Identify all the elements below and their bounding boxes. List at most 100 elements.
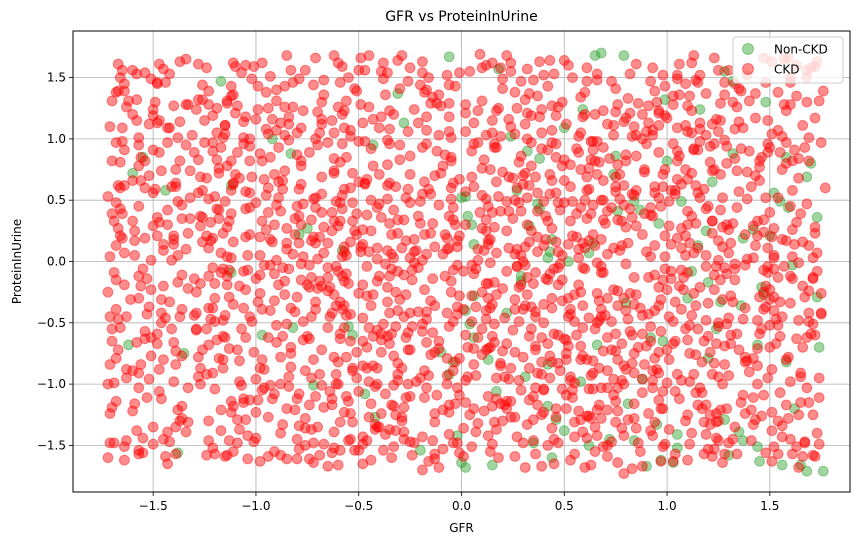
data-point — [636, 108, 648, 120]
data-point — [188, 273, 200, 285]
data-point — [519, 462, 531, 473]
data-point — [225, 90, 237, 102]
data-point — [295, 258, 307, 270]
data-point — [626, 131, 638, 142]
data-point — [303, 453, 315, 465]
data-point — [433, 89, 445, 101]
data-point — [328, 50, 340, 61]
data-point — [421, 84, 432, 96]
data-point — [174, 56, 186, 68]
data-point — [639, 166, 650, 178]
data-point — [336, 203, 348, 215]
data-point — [756, 410, 768, 422]
data-point — [382, 330, 393, 342]
data-point — [700, 225, 712, 237]
data-point — [118, 144, 130, 156]
data-point — [359, 135, 371, 147]
data-point — [517, 170, 529, 182]
data-point — [688, 144, 700, 156]
data-point — [532, 205, 543, 217]
data-point — [468, 403, 480, 415]
data-point — [643, 100, 654, 112]
data-point — [534, 153, 546, 164]
data-point — [700, 88, 712, 99]
data-point — [151, 328, 163, 340]
data-point — [238, 132, 250, 144]
data-point — [684, 348, 696, 359]
data-point — [760, 301, 772, 313]
data-point — [641, 126, 652, 137]
data-point — [764, 341, 776, 353]
data-point — [252, 296, 264, 308]
data-point — [363, 322, 375, 334]
data-point — [789, 238, 800, 250]
data-point — [421, 382, 432, 394]
data-point — [466, 316, 478, 327]
data-point — [764, 284, 776, 296]
data-point — [493, 191, 504, 202]
data-point — [330, 368, 342, 380]
data-point — [581, 171, 593, 183]
data-point — [528, 435, 539, 446]
data-point — [246, 316, 258, 327]
data-point — [297, 251, 309, 263]
data-point — [610, 106, 622, 118]
data-point — [160, 451, 171, 462]
data-point — [143, 373, 155, 385]
data-point — [515, 384, 527, 396]
data-point — [587, 229, 599, 240]
data-point — [706, 118, 718, 130]
data-point — [595, 382, 607, 394]
data-point — [573, 131, 585, 142]
data-point — [242, 249, 254, 261]
data-point — [328, 289, 340, 301]
data-point — [252, 104, 264, 115]
data-point — [464, 66, 476, 77]
data-point — [242, 430, 254, 442]
data-point — [229, 61, 241, 72]
data-point — [447, 437, 459, 449]
data-point — [351, 208, 363, 220]
data-point — [585, 208, 597, 220]
data-point — [386, 248, 398, 260]
data-point — [530, 267, 541, 278]
data-point — [180, 426, 192, 438]
data-point — [454, 352, 465, 364]
data-point — [692, 144, 704, 156]
data-point — [727, 296, 739, 308]
data-point — [334, 296, 346, 308]
data-point — [565, 159, 576, 171]
data-point — [513, 156, 525, 168]
data-point — [583, 162, 595, 174]
data-point — [480, 305, 492, 316]
data-point — [628, 189, 640, 201]
data-point — [392, 368, 404, 380]
data-point — [308, 379, 319, 391]
data-point — [186, 129, 198, 141]
data-point — [338, 183, 350, 195]
data-point — [799, 436, 811, 448]
data-point — [330, 261, 342, 272]
data-point — [174, 155, 186, 167]
data-point — [562, 311, 574, 323]
data-point — [739, 408, 751, 419]
data-point — [597, 194, 609, 206]
data-point — [168, 238, 180, 250]
data-point — [752, 378, 763, 390]
data-point — [647, 62, 659, 74]
data-point — [671, 173, 683, 185]
data-point — [254, 231, 266, 243]
data-point — [482, 238, 494, 250]
legend-marker-ckd — [742, 63, 754, 75]
data-point — [536, 104, 548, 115]
data-point — [151, 78, 163, 90]
data-point — [256, 329, 268, 341]
data-point — [133, 270, 145, 282]
data-point — [256, 354, 268, 365]
data-point — [665, 265, 677, 277]
data-point — [127, 167, 139, 179]
data-point — [314, 449, 326, 461]
data-point — [174, 415, 186, 427]
data-point — [180, 53, 192, 65]
data-point — [787, 224, 798, 236]
